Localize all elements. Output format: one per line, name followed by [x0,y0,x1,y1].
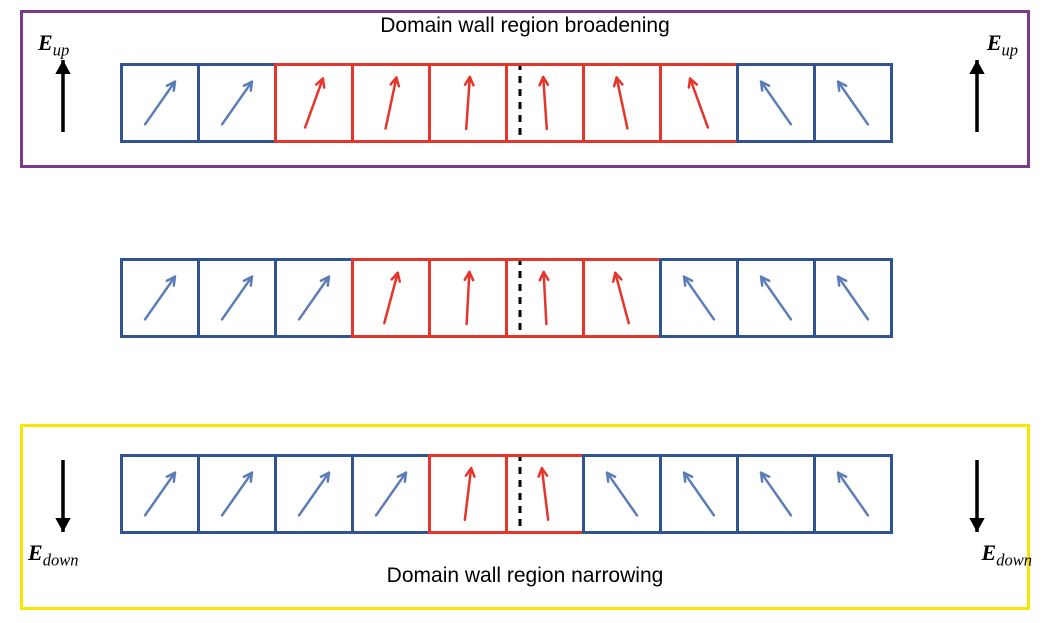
spin-cell [582,258,662,338]
field-label-bottom-right: Edown [982,540,1032,570]
spin-cell [813,454,893,534]
cell-row [120,454,893,534]
cell-row [120,63,893,143]
spin-cell [120,258,200,338]
spin-cell [505,258,585,338]
spin-cell [659,454,739,534]
spin-cell [736,258,816,338]
spin-cell [659,258,739,338]
spin-cell [197,258,277,338]
cell-row [120,258,893,338]
spin-cell [428,258,508,338]
caption-broadening: Domain wall region broadening [0,14,1050,38]
spin-cell [351,63,431,143]
spin-cell [274,258,354,338]
spin-cell [274,454,354,534]
spin-cell [813,258,893,338]
spin-cell [274,63,354,143]
spin-cell [197,454,277,534]
field-label-top-left: Eup [38,30,69,60]
spin-cell [736,454,816,534]
field-label-top-right: Eup [987,30,1018,60]
spin-cell [120,454,200,534]
spin-cell [428,63,508,143]
spin-cell [505,454,585,534]
spin-cell [197,63,277,143]
spin-cell [582,454,662,534]
spin-cell [813,63,893,143]
spin-cell [736,63,816,143]
spin-cell [582,63,662,143]
spin-cell [428,454,508,534]
spin-cell [505,63,585,143]
spin-cell [120,63,200,143]
spin-cell [351,258,431,338]
spin-cell [351,454,431,534]
field-label-bottom-left: Edown [28,540,78,570]
caption-narrowing: Domain wall region narrowing [0,564,1050,588]
spin-cell [659,63,739,143]
